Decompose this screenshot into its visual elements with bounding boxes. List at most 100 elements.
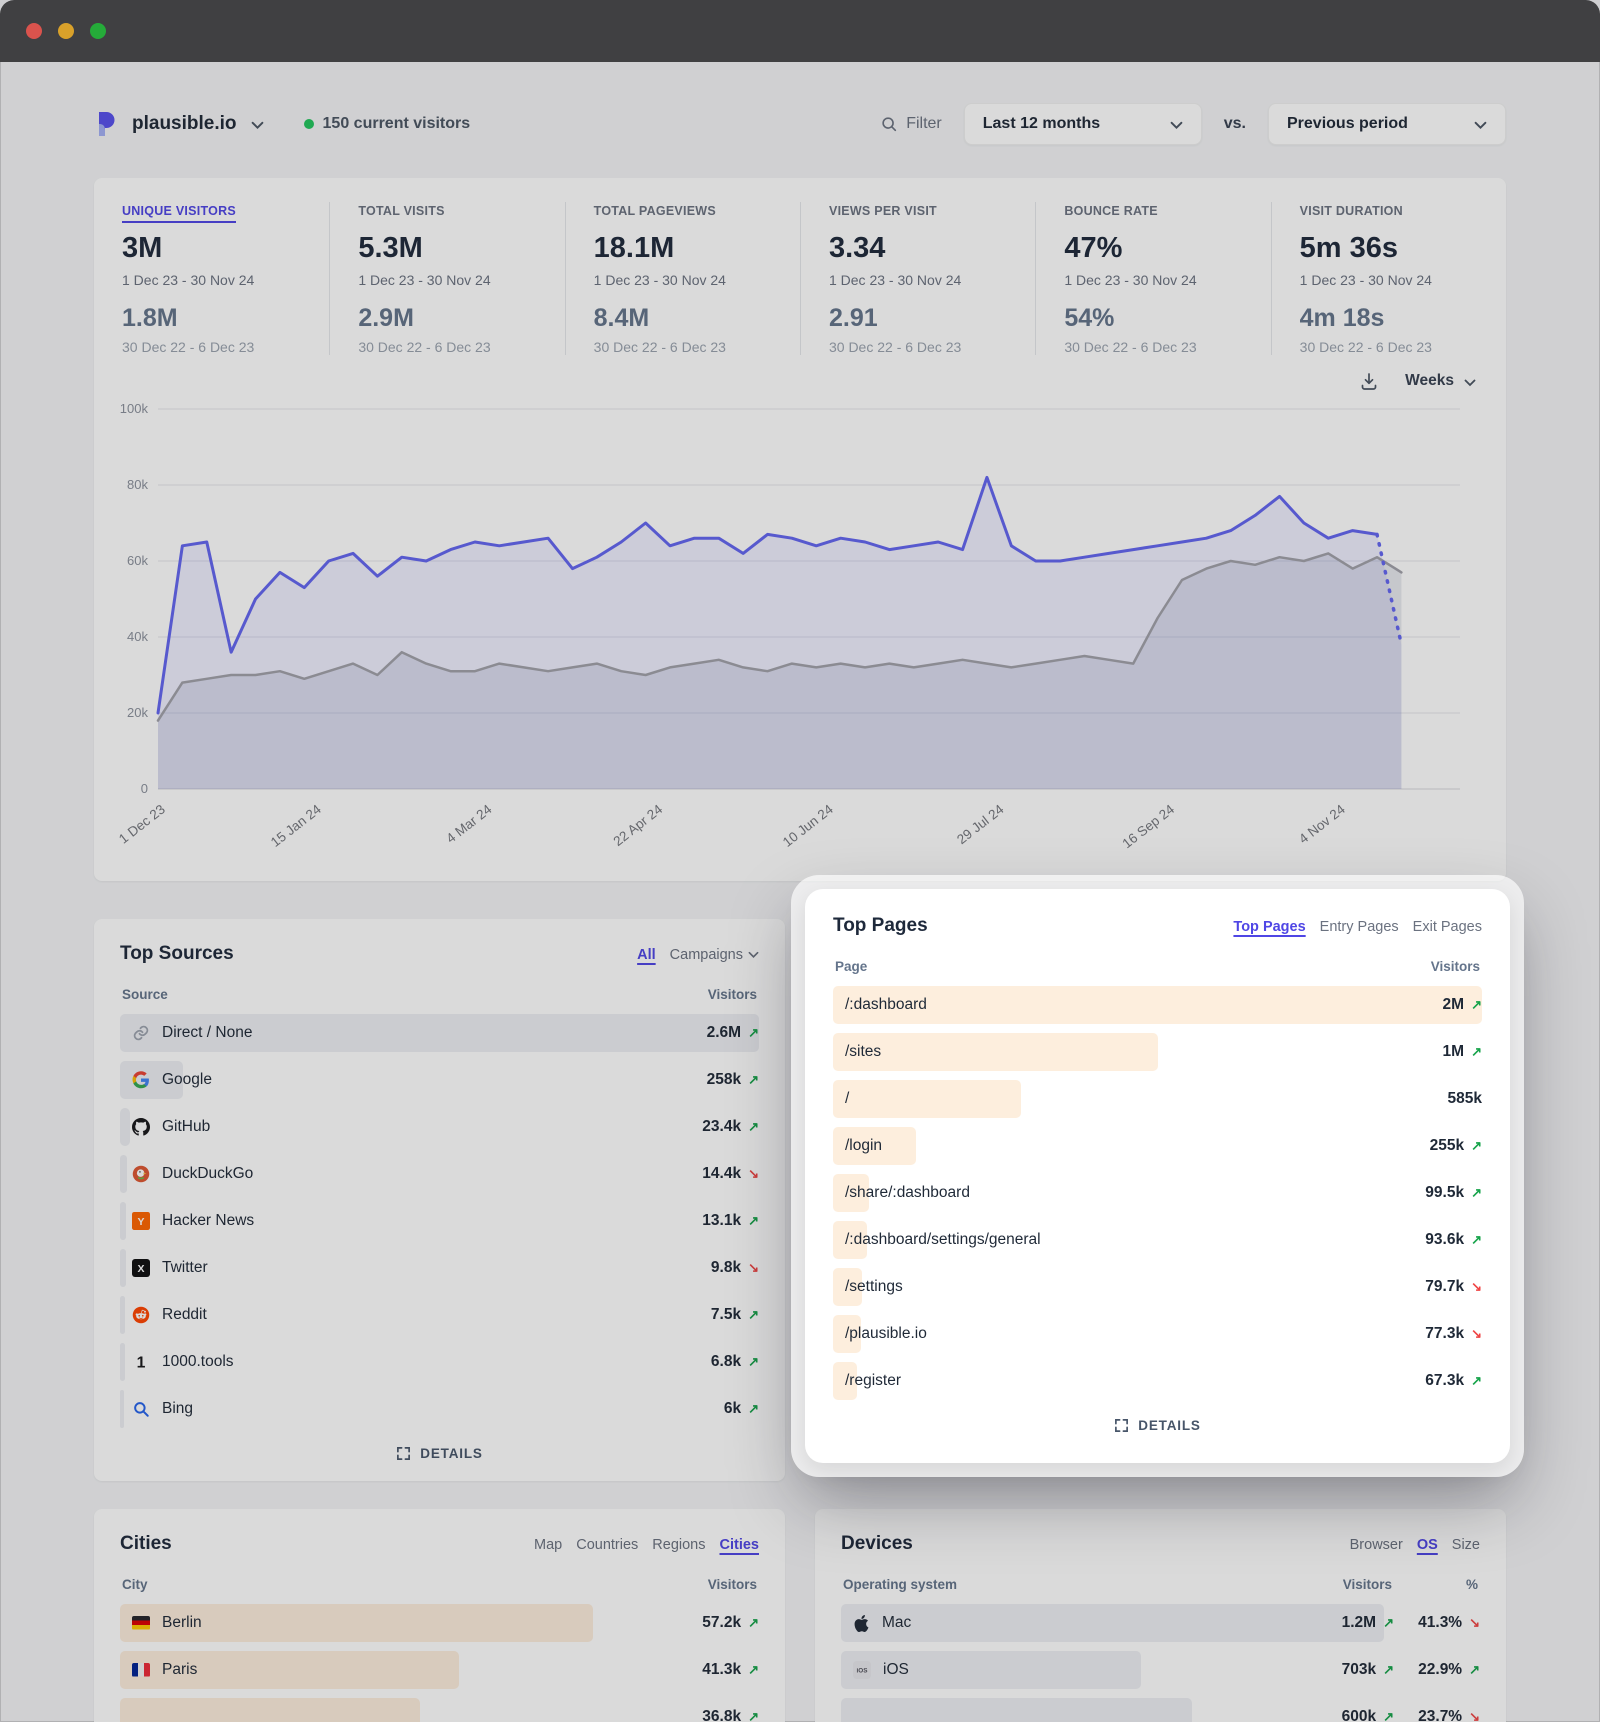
period-selector[interactable]: Last 12 months bbox=[963, 103, 1202, 145]
link-icon bbox=[132, 1024, 150, 1042]
close-window-button[interactable] bbox=[26, 23, 42, 39]
page-row[interactable]: /login 255k ↗ bbox=[833, 1127, 1482, 1165]
metric-cell[interactable]: VIEWS PER VISIT 3.34 1 Dec 23 - 30 Nov 2… bbox=[799, 202, 1035, 355]
source-row[interactable]: Y Hacker News 13.1k ↗ bbox=[120, 1202, 759, 1240]
metric-cell[interactable]: TOTAL VISITS 5.3M 1 Dec 23 - 30 Nov 24 2… bbox=[329, 202, 564, 355]
page-row[interactable]: /register 67.3k ↗ bbox=[833, 1362, 1482, 1400]
metric-previous-value: 1.8M bbox=[122, 304, 178, 332]
city-row[interactable]: 36.8k ↗ bbox=[120, 1698, 759, 1722]
visitors-value: 13.1k bbox=[702, 1212, 742, 1229]
cities-panel: Cities Map Countries Regions Cities City… bbox=[94, 1509, 785, 1722]
metrics-and-chart-panel: UNIQUE VISITORS 3M 1 Dec 23 - 30 Nov 24 … bbox=[94, 178, 1506, 881]
usage-bar bbox=[120, 1698, 421, 1722]
panel-title: Top Pages bbox=[833, 915, 928, 936]
tab-size[interactable]: Size bbox=[1451, 1537, 1480, 1553]
page-row[interactable]: /sites 1M ↗ bbox=[833, 1033, 1482, 1071]
page-row[interactable]: /settings 79.7k ↘ bbox=[833, 1268, 1482, 1306]
source-row[interactable]: Direct / None 2.6M ↗ bbox=[120, 1014, 759, 1052]
page-row[interactable]: /share/:dashboard 99.5k ↗ bbox=[833, 1174, 1482, 1212]
svg-text:16 Sep 24: 16 Sep 24 bbox=[1119, 801, 1177, 851]
metric-value: 3M bbox=[122, 232, 163, 264]
usage-bar bbox=[833, 986, 1482, 1024]
cities-list: Berlin 57.2k ↗ Paris bbox=[120, 1604, 759, 1722]
metric-period: 1 Dec 23 - 30 Nov 24 bbox=[828, 272, 962, 288]
usage-bar bbox=[120, 1108, 130, 1146]
source-row[interactable]: DuckDuckGo 14.4k ↘ bbox=[120, 1155, 759, 1193]
metric-value: 47% bbox=[1064, 232, 1123, 264]
city-row[interactable]: Paris 41.3k ↗ bbox=[120, 1651, 759, 1689]
tab-exit-pages[interactable]: Exit Pages bbox=[1412, 919, 1482, 935]
filter-label: Filter bbox=[906, 115, 942, 132]
trend-arrow-icon: ↘ bbox=[1469, 1615, 1480, 1630]
metric-cell[interactable]: VISIT DURATION 5m 36s 1 Dec 23 - 30 Nov … bbox=[1270, 202, 1506, 355]
zoom-window-button[interactable] bbox=[90, 23, 106, 39]
metric-period: 1 Dec 23 - 30 Nov 24 bbox=[358, 272, 491, 288]
tab-os[interactable]: OS bbox=[1416, 1537, 1438, 1553]
usage-bar bbox=[833, 1315, 861, 1353]
trend-arrow-icon: ↗ bbox=[748, 1615, 759, 1630]
page-row[interactable]: /:dashboard/settings/general 93.6k ↗ bbox=[833, 1221, 1482, 1259]
current-visitors[interactable]: 150 current visitors bbox=[303, 115, 470, 133]
city-row[interactable]: Berlin 57.2k ↗ bbox=[120, 1604, 759, 1642]
source-row[interactable]: Bing 6k ↗ bbox=[120, 1390, 759, 1428]
trend-arrow-icon: ↗ bbox=[1471, 1373, 1482, 1388]
visitors-value: 99.5k bbox=[1425, 1184, 1465, 1201]
pages-details-button[interactable]: DETAILS bbox=[833, 1418, 1482, 1433]
metric-previous-value: 8.4M bbox=[593, 304, 650, 332]
trend-arrow-icon: ↗ bbox=[1469, 1662, 1480, 1677]
window-controls bbox=[26, 23, 106, 39]
svg-text:20k: 20k bbox=[127, 705, 148, 720]
sources-details-button[interactable]: DETAILS bbox=[120, 1446, 759, 1461]
download-icon[interactable] bbox=[1359, 371, 1379, 391]
device-row[interactable]: iOS iOS 703k ↗ 22.9% ↗ bbox=[841, 1651, 1480, 1689]
visitors-value: 600k bbox=[1341, 1708, 1377, 1722]
svg-text:80k: 80k bbox=[127, 477, 148, 492]
column-header-page: Page bbox=[835, 959, 868, 974]
source-row[interactable]: X Twitter 9.8k ↘ bbox=[120, 1249, 759, 1287]
site-name[interactable]: plausible.io bbox=[132, 113, 237, 134]
comparison-selector[interactable]: Previous period bbox=[1268, 103, 1506, 145]
metric-cell[interactable]: BOUNCE RATE 47% 1 Dec 23 - 30 Nov 24 54%… bbox=[1035, 202, 1270, 355]
device-row[interactable]: Mac 1.2M ↗ 41.3% ↘ bbox=[841, 1604, 1480, 1642]
visitors-value: 6k bbox=[723, 1400, 742, 1417]
tab-map[interactable]: Map bbox=[534, 1537, 563, 1553]
trend-arrow-icon: ↗ bbox=[748, 1709, 759, 1722]
tab-cities[interactable]: Cities bbox=[719, 1537, 760, 1553]
page-row[interactable]: /plausible.io 77.3k ↘ bbox=[833, 1315, 1482, 1353]
metric-value: 5.3M bbox=[358, 232, 423, 264]
source-row[interactable]: 1 1000.tools 6.8k ↗ bbox=[120, 1343, 759, 1381]
source-row[interactable]: Google 258k ↗ bbox=[120, 1061, 759, 1099]
page-row[interactable]: /:dashboard 2M ↗ bbox=[833, 986, 1482, 1024]
ios-icon: iOS bbox=[853, 1661, 871, 1679]
metric-period: 1 Dec 23 - 30 Nov 24 bbox=[1064, 272, 1197, 288]
tab-sources-all[interactable]: All bbox=[637, 947, 656, 963]
visitors-value: 77.3k bbox=[1425, 1325, 1465, 1342]
column-header-visitors: Visitors bbox=[707, 1577, 757, 1592]
trend-arrow-icon: ↗ bbox=[748, 1025, 759, 1040]
trend-arrow-icon: ↗ bbox=[748, 1307, 759, 1322]
source-row[interactable]: GitHub 23.4k ↗ bbox=[120, 1108, 759, 1146]
svg-text:100k: 100k bbox=[120, 401, 149, 416]
source-row[interactable]: Reddit 7.5k ↗ bbox=[120, 1296, 759, 1334]
tab-sources-campaigns[interactable]: Campaigns bbox=[670, 947, 759, 963]
metric-label: TOTAL VISITS bbox=[358, 204, 445, 218]
device-row[interactable]: 600k ↗ 23.7% ↘ bbox=[841, 1698, 1480, 1722]
minimize-window-button[interactable] bbox=[58, 23, 74, 39]
tab-regions[interactable]: Regions bbox=[652, 1537, 706, 1553]
interval-selector[interactable]: Weeks bbox=[1405, 372, 1476, 390]
tab-top-pages[interactable]: Top Pages bbox=[1233, 919, 1306, 935]
metric-value: 5m 36s bbox=[1299, 232, 1399, 264]
tab-entry-pages[interactable]: Entry Pages bbox=[1319, 919, 1399, 935]
metric-cell[interactable]: UNIQUE VISITORS 3M 1 Dec 23 - 30 Nov 24 … bbox=[94, 202, 329, 355]
metric-previous-value: 2.9M bbox=[358, 304, 414, 332]
chevron-down-icon[interactable] bbox=[251, 121, 264, 130]
tab-countries[interactable]: Countries bbox=[576, 1537, 639, 1553]
percent-value: 22.9% bbox=[1418, 1661, 1463, 1678]
tab-browser[interactable]: Browser bbox=[1349, 1537, 1403, 1553]
top-sources-panel: Top Sources All Campaigns Source Visitor… bbox=[94, 919, 785, 1481]
expand-icon bbox=[1115, 1419, 1129, 1432]
page-row[interactable]: / 585k bbox=[833, 1080, 1482, 1118]
filter-button[interactable]: Filter bbox=[880, 115, 942, 133]
expand-icon bbox=[397, 1447, 411, 1460]
metric-cell[interactable]: TOTAL PAGEVIEWS 18.1M 1 Dec 23 - 30 Nov … bbox=[564, 202, 800, 355]
